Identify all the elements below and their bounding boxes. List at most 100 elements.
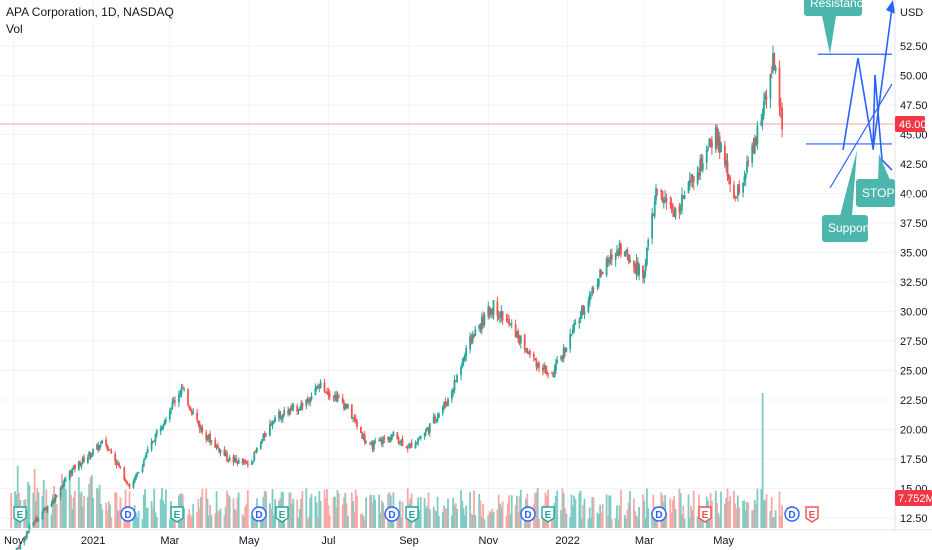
candle-body [534,358,536,361]
earnings-marker-icon[interactable]: E [805,506,819,523]
candle-body [254,451,257,453]
candle-body [573,323,575,332]
volume-bar [505,516,508,528]
trend-drawings[interactable] [806,0,895,189]
candle-body [32,522,35,526]
volume-bar [218,511,221,528]
volume-bar [42,479,45,528]
candle-body [352,417,354,419]
volume-bar [246,490,249,528]
volume-bar [578,492,581,528]
earnings-marker-icon[interactable]: E [541,506,555,523]
candle-body [529,350,531,355]
volume-bar [523,518,526,528]
volume-bar [625,518,627,528]
candle-body [551,372,553,374]
volume-bar [415,515,418,528]
candle-body [123,466,126,480]
candle-body [774,67,777,72]
volume-bar [360,514,362,528]
volume-bar [714,490,717,528]
volume-bar [620,489,622,528]
earnings-marker-icon[interactable]: E [698,506,712,523]
candle-body [423,432,426,437]
dividend-marker-icon[interactable]: D [651,506,667,522]
volume-bar [44,513,46,528]
stop-loss-callout[interactable]: STOP LO [856,154,914,207]
m-pattern-line[interactable] [842,57,893,171]
volume-bar [401,501,404,528]
candle-body [18,547,20,549]
support-callout[interactable]: Support [822,150,871,242]
candle-body [454,380,457,382]
breakout-line[interactable] [872,7,893,151]
candle-body [300,404,302,411]
volume-bar [361,513,364,528]
candle-body [687,182,690,194]
resistance-callout[interactable]: Resistance [804,0,870,54]
volume-bar [400,517,403,528]
dividend-marker-icon[interactable]: D [384,506,400,522]
volume-bar [305,488,308,528]
candle-body [733,184,735,199]
candle-body [698,172,700,177]
volume-bar [519,489,522,528]
mid-line[interactable] [829,83,893,189]
volume-bar [679,493,682,528]
y-tick-label: 35.00 [900,248,928,260]
earnings-marker-icon[interactable]: E [170,506,184,523]
volume-bar [634,511,637,528]
earnings-marker-icon[interactable]: E [405,506,419,523]
candle-body [306,398,309,400]
candle-body [382,438,384,444]
candle-body [655,188,657,201]
volume-bar [269,503,271,528]
candle-body [514,324,517,338]
candle-body [444,402,447,405]
volume-bar [461,500,464,528]
candle-body [405,446,408,448]
earnings-marker-icon[interactable]: E [275,506,289,523]
candle-body [214,439,217,448]
candle-body [623,251,626,256]
candle-body [408,445,410,448]
y-tick-label: 37.50 [900,218,928,230]
volume-bar [88,484,91,528]
candle-body [72,465,75,469]
time-axis[interactable]: Nov 2021 Mar May Jul Sep Nov 2022 Mar May [4,535,734,547]
candle-body [200,428,202,430]
candle-body [326,391,328,393]
candlestick-series[interactable] [10,45,783,550]
volume-bar [356,495,358,528]
dividend-marker-icon[interactable]: D [251,506,267,522]
candle-body [692,176,695,183]
volume-bar [136,516,139,528]
volume-bar [296,499,299,528]
candle-body [287,410,289,414]
volume-bar [471,514,474,528]
dividend-marker-icon[interactable]: D [120,506,136,522]
price-axis[interactable]: 12.5015.0017.5020.0022.5025.0027.5030.00… [0,0,932,531]
volume-bar [735,508,738,528]
volume-bar [126,515,128,528]
dividend-marker-icon[interactable]: D [520,506,536,522]
volume-bar [217,510,219,528]
candle-body [717,137,720,145]
candle-body [565,348,568,352]
candle-body [191,410,193,414]
volume-bar [465,505,468,528]
earnings-marker-icon[interactable]: E [13,506,27,523]
candle-body [720,143,722,152]
candle-body [228,457,231,461]
candle-body [263,432,266,437]
candle-body [542,367,544,371]
dividend-marker-icon[interactable]: D [784,506,800,522]
volume-bar [61,474,63,528]
volume-bar [347,516,349,528]
volume-bar [354,489,357,528]
volume-bar [623,515,626,528]
candle-body [170,409,172,412]
candle-body [770,71,773,73]
